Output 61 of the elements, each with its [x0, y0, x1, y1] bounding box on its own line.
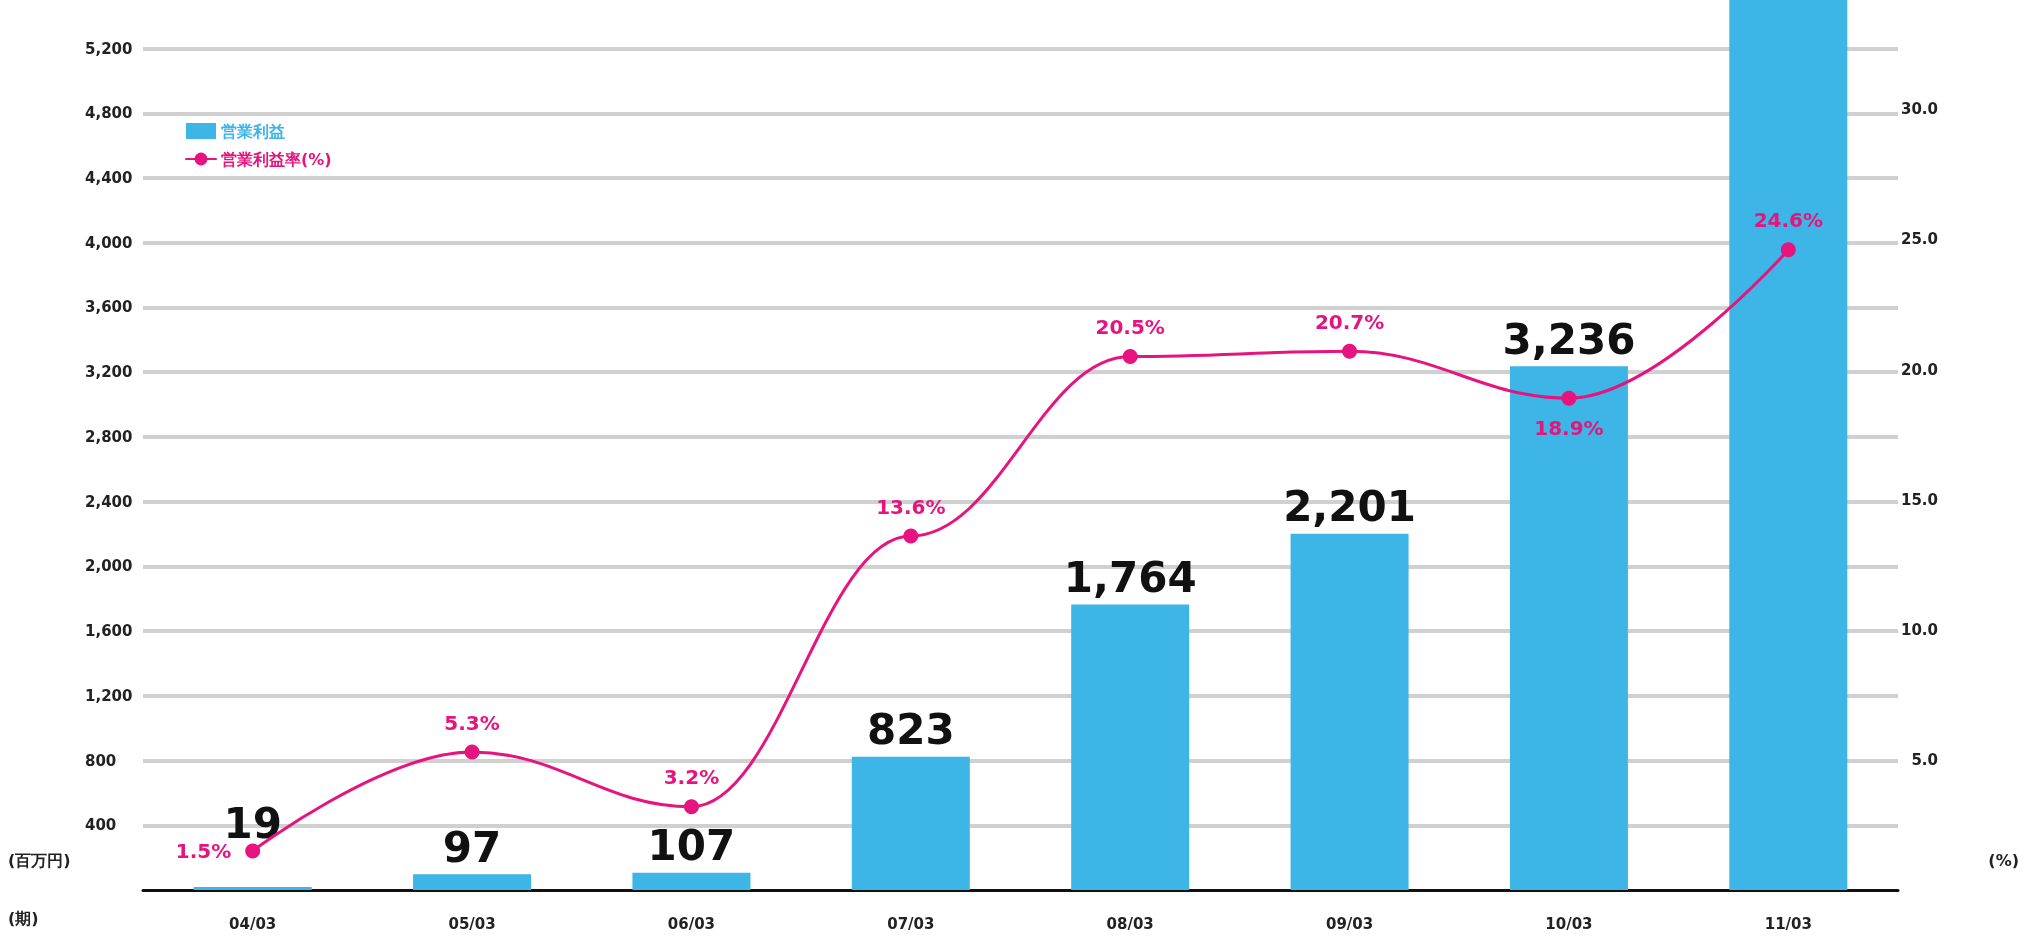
bar [1290, 533, 1409, 890]
bar [1071, 604, 1190, 890]
data-label: 2,201 [1283, 482, 1416, 532]
y-tick-label: 2,800 [85, 427, 133, 446]
point [464, 744, 480, 760]
legend-label: 営業利益 [221, 121, 285, 141]
x-tick-label: 05/03 [448, 914, 496, 933]
data-label: 107 [647, 821, 736, 871]
data-label: 5.3% [444, 710, 500, 735]
point [1122, 349, 1138, 365]
y-tick-label: 800 [85, 751, 117, 770]
y-tick-label: 3,600 [85, 298, 133, 317]
bar [632, 872, 751, 890]
x-tick-label: 08/03 [1106, 914, 1154, 933]
x-tick-label: 07/03 [887, 914, 935, 933]
x-tick-label: 09/03 [1325, 914, 1374, 933]
y2-tick-label: 30.0 [1900, 100, 1938, 119]
point [683, 799, 699, 815]
y-tick-label: 2,400 [85, 492, 133, 511]
y2-tick-label: 10.0 [1900, 620, 1938, 639]
y-tick-label: 1,200 [85, 686, 133, 705]
y2-axis-title: (%) [1988, 850, 2019, 870]
x-axis-title: (期) [8, 908, 39, 928]
y2-tick-label: 5.0 [1911, 750, 1938, 769]
y2-tick-label: 15.0 [1900, 490, 1938, 509]
data-label: 97 [442, 822, 502, 872]
data-label: 3,236 [1502, 314, 1636, 364]
point [903, 528, 919, 544]
y-tick-label: 2,000 [85, 557, 133, 576]
x-tick-label: 10/03 [1545, 914, 1593, 933]
data-label: 823 [866, 705, 955, 755]
data-label: 20.5% [1095, 315, 1165, 340]
y-tick-label: 3,200 [85, 363, 133, 382]
data-label: 1,764 [1063, 553, 1197, 603]
y-tick-label: 4,400 [85, 169, 133, 187]
bar [1509, 366, 1628, 890]
point [1342, 343, 1358, 359]
y-tick-label: 400 [85, 816, 117, 835]
data-label: 3.2% [663, 765, 720, 790]
point [1780, 242, 1796, 258]
bar [851, 756, 970, 890]
x-tick-label: 11/03 [1764, 914, 1812, 933]
y-tick-label: 4,800 [85, 104, 133, 123]
y-tick-label: 1,600 [85, 622, 133, 641]
legend-label: 営業利益率(%) [221, 149, 332, 169]
y-tick-label: 5,200 [85, 39, 133, 58]
point [245, 843, 261, 859]
y-tick-label: 4,000 [85, 233, 133, 252]
x-tick-label: 06/03 [667, 914, 716, 933]
data-label: 24.6% [1753, 208, 1824, 233]
y2-tick-label: 20.0 [1900, 360, 1938, 379]
y-axis-title: (百万円) [8, 850, 71, 870]
data-label: 18.9% [1534, 415, 1604, 440]
data-label: 13.6% [876, 494, 946, 519]
y2-tick-label: 25.0 [1900, 230, 1938, 249]
bar [413, 874, 532, 890]
point [1561, 390, 1577, 406]
bar [193, 886, 312, 890]
x-tick-label: 04/03 [229, 914, 277, 933]
data-label: 20.7% [1314, 309, 1385, 334]
bar [1729, 0, 1848, 890]
